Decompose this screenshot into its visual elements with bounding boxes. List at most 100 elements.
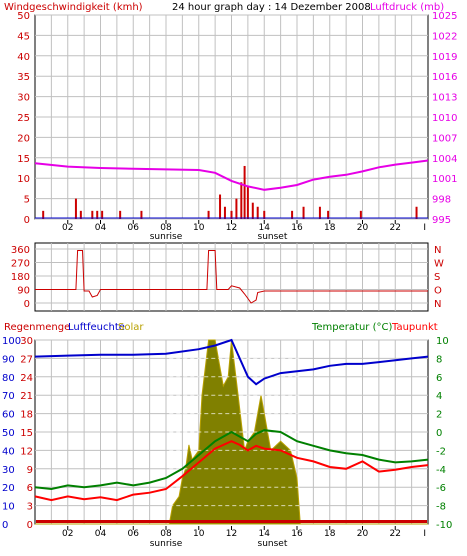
pressure-y-tick-label: 995 xyxy=(432,215,451,226)
direction-y-tick-label: 0 xyxy=(24,299,30,310)
solar-legend-label: Solar xyxy=(118,322,144,333)
pressure-y-tick-label: 1025 xyxy=(432,11,457,22)
rain-y-tick-label: 30 xyxy=(20,336,33,347)
humidity-y-tick-label: 0 xyxy=(2,520,8,531)
sunset-label: sunset xyxy=(258,232,288,242)
x-tick-label: 06 xyxy=(128,223,140,233)
rain-y-tick-label: 9 xyxy=(27,465,33,476)
temperature-legend-label: Temperatur (°C) xyxy=(311,322,392,333)
rain-y-tick-label: 12 xyxy=(20,446,33,457)
x-tick-label: 20 xyxy=(357,223,369,233)
x-tick-label: 08 xyxy=(160,529,172,539)
wind-y-tick-label: 30 xyxy=(17,93,30,104)
sunrise-label: sunrise xyxy=(150,232,183,242)
rain-baseline xyxy=(36,520,427,523)
temperature-line xyxy=(34,429,429,491)
rain-y-tick-label: 27 xyxy=(20,354,33,365)
rain-y-tick-label: 21 xyxy=(20,391,33,402)
x-tick-label: 22 xyxy=(390,223,401,233)
wind-y-tick-label: 20 xyxy=(17,133,30,144)
humidity-y-tick-label: 40 xyxy=(2,446,15,457)
temperature-y-tick-label: -2 xyxy=(436,446,446,457)
humidity-y-tick-label: 70 xyxy=(2,391,15,402)
temperature-y-tick-label: 2 xyxy=(436,410,442,421)
humidity-y-tick-label: 10 xyxy=(2,502,15,513)
sunset-label: sunset xyxy=(258,539,288,549)
rain-y-tick-label: 24 xyxy=(20,373,33,384)
humidity-y-tick-label: 80 xyxy=(2,373,15,384)
rain-y-tick-label: 6 xyxy=(27,483,33,494)
humidity-y-tick-label: 90 xyxy=(2,354,15,365)
pressure-y-tick-label: 1010 xyxy=(432,113,457,124)
direction-y-tick-label: 180 xyxy=(11,272,30,283)
temperature-y-tick-label: -6 xyxy=(436,483,446,494)
humidity-y-tick-label: 50 xyxy=(2,428,15,439)
x-tick-label: I xyxy=(423,223,426,233)
rain-y-tick-label: 15 xyxy=(20,428,33,439)
pressure-line xyxy=(34,159,429,191)
wind-direction-panel: 0 N 90 O 180 S 270 W 360 N xyxy=(11,242,444,312)
sunrise-label: sunrise xyxy=(150,539,183,549)
temperature-y-tick-label: 6 xyxy=(436,373,442,384)
rain-y-tick-label: 18 xyxy=(20,410,33,421)
temperature-y-tick-label: 4 xyxy=(436,391,442,402)
compass-label: O xyxy=(434,286,442,297)
compass-label: N xyxy=(434,245,441,256)
x-tick-label: 04 xyxy=(95,223,107,233)
temperature-y-tick-label: -8 xyxy=(436,502,446,513)
direction-y-tick-label: 270 xyxy=(11,259,30,270)
wind-y-tick-label: 35 xyxy=(17,72,30,83)
pressure-y-tick-label: 1001 xyxy=(432,174,457,185)
x-tick-label: 14 xyxy=(259,529,271,539)
x-tick-label: 18 xyxy=(324,529,336,539)
x-tick-label: 16 xyxy=(291,529,303,539)
x-tick-label: 18 xyxy=(324,223,336,233)
pressure-y-tick-label: 1022 xyxy=(432,31,457,42)
humidity-y-tick-label: 20 xyxy=(2,483,15,494)
x-tick-label: 02 xyxy=(62,223,73,233)
x-tick-label: 12 xyxy=(226,223,237,233)
wind-y-tick-label: 50 xyxy=(17,11,30,22)
x-tick-label: 12 xyxy=(226,529,237,539)
x-tick-label: 22 xyxy=(390,529,401,539)
x-tick-label: 04 xyxy=(95,529,107,539)
pressure-y-tick-label: 1019 xyxy=(432,52,457,63)
x-tick-label: 08 xyxy=(160,223,172,233)
wind-axis-title: Windgeschwindigkeit (kmh) xyxy=(4,2,143,13)
wind-y-tick-label: 40 xyxy=(17,52,30,63)
pressure-y-tick-label: 1004 xyxy=(432,154,457,165)
direction-y-tick-label: 360 xyxy=(11,245,30,256)
x-tick-label: 10 xyxy=(193,529,205,539)
x-tick-label: I xyxy=(423,529,426,539)
wind-y-tick-label: 10 xyxy=(17,174,30,185)
wind-y-tick-label: 25 xyxy=(17,113,30,124)
temperature-y-tick-label: -4 xyxy=(436,465,446,476)
x-tick-label: 06 xyxy=(128,529,140,539)
humidity-y-tick-label: 30 xyxy=(2,465,15,476)
direction-y-tick-label: 90 xyxy=(17,286,30,297)
temperature-y-tick-label: 8 xyxy=(436,354,442,365)
humidity-line xyxy=(34,338,429,386)
temperature-y-tick-label: -10 xyxy=(436,520,452,531)
pressure-axis-title: Luftdruck (mb) xyxy=(370,2,444,13)
pressure-y-tick-label: 998 xyxy=(432,195,451,206)
rain-y-tick-label: 0 xyxy=(27,520,33,531)
x-tick-label: 02 xyxy=(62,529,73,539)
wind-pressure-panel: 0510152025303540455099599810011004100710… xyxy=(17,11,457,242)
x-tick-label: 10 xyxy=(193,223,205,233)
wind-direction-line xyxy=(35,250,428,304)
pressure-y-tick-label: 1016 xyxy=(432,72,457,83)
rain-legend-label: Regenmenge xyxy=(4,322,70,333)
temperature-y-tick-label: 0 xyxy=(436,428,442,439)
x-tick-label: 14 xyxy=(259,223,271,233)
dewpoint-legend-label: Taupunkt xyxy=(391,322,438,333)
compass-label: N xyxy=(434,299,441,310)
x-tick-label: 20 xyxy=(357,529,369,539)
pressure-y-tick-label: 1013 xyxy=(432,93,457,104)
compass-label: W xyxy=(434,259,444,270)
rain-y-tick-label: 3 xyxy=(27,502,33,513)
wind-y-tick-label: 0 xyxy=(24,215,30,226)
compass-label: S xyxy=(434,272,440,283)
